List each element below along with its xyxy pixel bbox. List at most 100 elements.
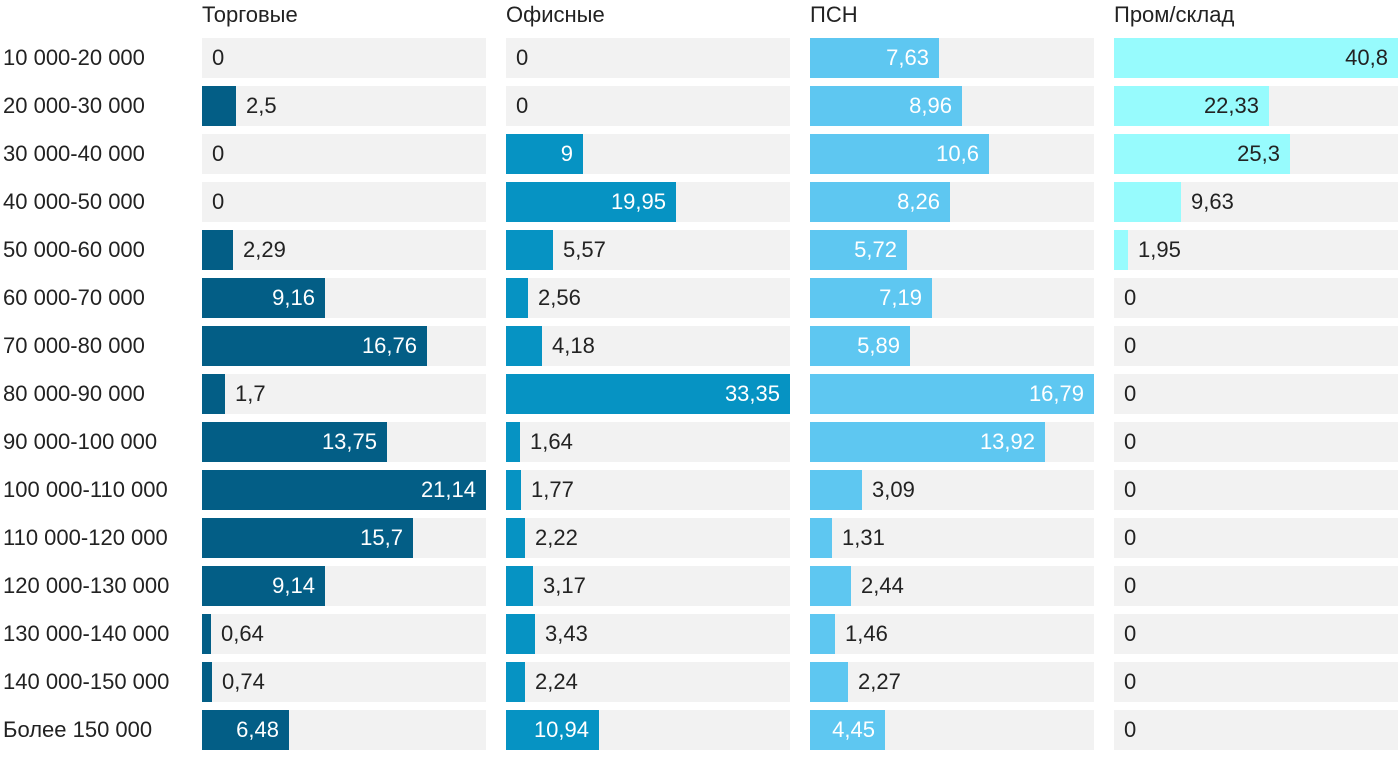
bar (810, 230, 907, 270)
category-label: 60 000-70 000 (3, 285, 145, 310)
bar-track (1114, 422, 1398, 462)
bar (506, 134, 583, 174)
data-label: 0 (212, 189, 225, 214)
bar (1114, 38, 1398, 78)
data-label: 5,57 (563, 237, 606, 262)
data-label: 33,35 (724, 381, 780, 406)
bar-track (1114, 518, 1398, 558)
bar-track (506, 518, 790, 558)
data-label: 2,29 (243, 237, 286, 262)
bar (202, 662, 212, 702)
bar-track (506, 230, 790, 270)
bar-track (506, 86, 790, 126)
bar-track (506, 470, 790, 510)
category-label: 110 000-120 000 (3, 525, 168, 550)
bar-track (202, 614, 486, 654)
data-label: 16,76 (361, 333, 417, 358)
bar (1114, 86, 1269, 126)
category-label: 50 000-60 000 (3, 237, 145, 262)
bar (202, 230, 233, 270)
data-label: 13,92 (979, 429, 1035, 454)
panel-title: Пром/склад (1114, 2, 1235, 27)
bar-track (506, 422, 790, 462)
bar (506, 374, 790, 414)
bar (506, 182, 676, 222)
category-label: 30 000-40 000 (3, 141, 145, 166)
bar (810, 422, 1045, 462)
bar (810, 182, 950, 222)
bar-track (506, 326, 790, 366)
bar-track (1114, 278, 1398, 318)
bar (810, 374, 1094, 414)
data-label: 0 (1124, 477, 1137, 502)
data-label: 0 (1124, 285, 1137, 310)
bar-track (202, 182, 486, 222)
category-label: 100 000-110 000 (3, 477, 168, 502)
bar (506, 470, 521, 510)
bar-track (810, 518, 1094, 558)
data-label: 0 (516, 45, 529, 70)
data-label: 16,79 (1028, 381, 1084, 406)
panel-title: Офисные (506, 2, 605, 27)
data-label: 25,3 (1237, 141, 1280, 166)
data-label: 0,74 (222, 669, 265, 694)
data-label: 0 (1124, 573, 1137, 598)
bar (202, 566, 325, 606)
bar (506, 566, 533, 606)
data-label: 3,09 (872, 477, 915, 502)
bar-track (1114, 470, 1398, 510)
data-label: 5,89 (857, 333, 900, 358)
bar-track (810, 566, 1094, 606)
bar (506, 614, 535, 654)
data-label: 22,33 (1203, 93, 1259, 118)
data-label: 1,46 (845, 621, 888, 646)
data-label: 10,94 (533, 717, 589, 742)
data-label: 0 (212, 45, 225, 70)
data-label: 4,18 (552, 333, 595, 358)
bar-track (810, 614, 1094, 654)
bar (506, 230, 553, 270)
bar (810, 326, 910, 366)
bar (810, 470, 862, 510)
bar-track (202, 230, 486, 270)
data-label: 2,24 (535, 669, 578, 694)
data-label: 0 (1124, 429, 1137, 454)
bar (202, 710, 289, 750)
bar-track (506, 38, 790, 78)
data-label: 40,8 (1345, 45, 1388, 70)
data-label: 19,95 (610, 189, 666, 214)
bar-track (1114, 230, 1398, 270)
data-label: 0 (1124, 621, 1137, 646)
bar (506, 710, 599, 750)
data-label: 1,77 (531, 477, 574, 502)
data-label: 9,16 (272, 285, 315, 310)
bar-track (202, 86, 486, 126)
data-label: 5,72 (854, 237, 897, 262)
bar (810, 614, 835, 654)
data-label: 7,63 (886, 45, 929, 70)
bar-track (1114, 326, 1398, 366)
bar (810, 278, 932, 318)
data-label: 0 (1124, 525, 1137, 550)
bar (202, 374, 225, 414)
category-label: 10 000-20 000 (3, 45, 145, 70)
category-label: 140 000-150 000 (3, 669, 170, 694)
bar (810, 662, 848, 702)
category-label: 120 000-130 000 (3, 573, 170, 598)
data-label: 8,96 (909, 93, 952, 118)
category-label: 70 000-80 000 (3, 333, 145, 358)
bar-track (1114, 566, 1398, 606)
data-label: 2,44 (861, 573, 904, 598)
data-label: 0 (1124, 717, 1137, 742)
bar-track (1114, 662, 1398, 702)
bar (202, 614, 211, 654)
bar-track (506, 662, 790, 702)
bar (506, 326, 542, 366)
category-label: 90 000-100 000 (3, 429, 158, 454)
bar-track (506, 614, 790, 654)
category-label: 40 000-50 000 (3, 189, 145, 214)
bar-track (1114, 614, 1398, 654)
bar (202, 470, 486, 510)
data-label: 15,7 (360, 525, 403, 550)
data-label: 3,43 (545, 621, 588, 646)
